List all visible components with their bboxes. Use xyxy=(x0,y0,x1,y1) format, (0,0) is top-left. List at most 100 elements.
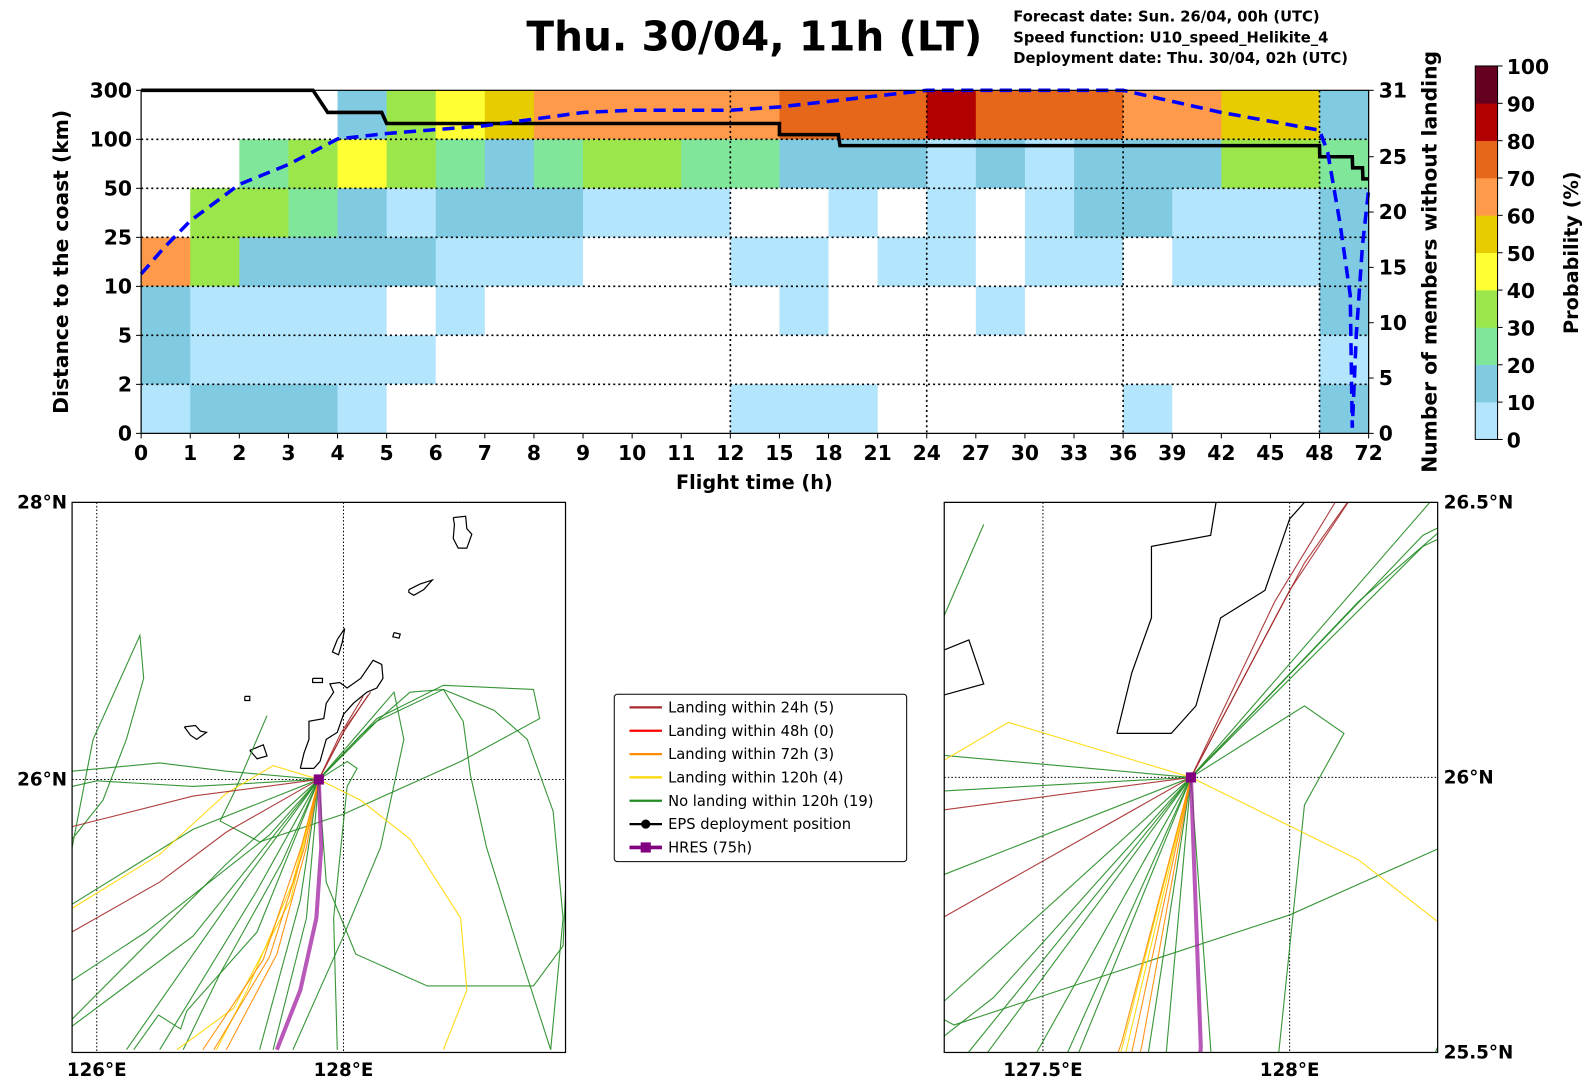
heatmap-cell xyxy=(583,335,633,385)
heatmap-cell xyxy=(1123,90,1173,140)
trajectory-land24 xyxy=(943,776,1192,918)
heatmap-cell xyxy=(1172,286,1222,336)
x-tick-label: 72 xyxy=(1355,441,1383,465)
heatmap-cell xyxy=(1123,237,1173,287)
heatmap-cell xyxy=(435,90,486,140)
trajectory-land120 xyxy=(1125,777,1192,1053)
lat-tick-label: 28°N xyxy=(17,492,67,513)
coastline xyxy=(392,632,401,639)
legend-marker-square xyxy=(640,842,651,853)
heatmap-cell xyxy=(435,139,486,189)
heatmap-cell xyxy=(1024,237,1075,287)
heatmap-cell xyxy=(1221,384,1271,434)
heatmap-cell xyxy=(435,384,486,434)
heatmap-cell xyxy=(1221,286,1271,336)
lon-tick-label: 128°E xyxy=(314,1060,374,1081)
heatmap-cell xyxy=(1172,237,1222,287)
lat-tick-label: 25.5°N xyxy=(1444,1043,1514,1064)
heatmap-cell xyxy=(1074,335,1124,385)
heatmap-cell xyxy=(1319,90,1370,140)
heatmap-cell xyxy=(877,188,928,238)
probability-heatmap xyxy=(141,90,1370,434)
colorbar-segment xyxy=(1475,103,1498,141)
mean-dashed-line xyxy=(139,88,1371,428)
heatmap-cell xyxy=(926,90,977,140)
heatmap-cell xyxy=(533,188,584,238)
heatmap-cell xyxy=(288,188,339,238)
colorbar-segment xyxy=(1475,252,1498,291)
trajectory-noland xyxy=(318,779,567,987)
heatmap-cell xyxy=(1074,237,1124,287)
legend-label: Landing within 48h (0) xyxy=(668,723,834,740)
heatmap-lines xyxy=(139,88,1371,428)
y2-tick-label: 5 xyxy=(1379,366,1393,390)
heatmap-cell xyxy=(632,188,682,238)
heatmap-cell xyxy=(141,90,191,140)
trajectory-noland xyxy=(944,776,1191,792)
trajectory-land24 xyxy=(1190,502,1348,778)
heatmap-cell xyxy=(1270,237,1321,287)
heatmap-cell xyxy=(288,90,339,140)
heatmap-cell xyxy=(1074,90,1124,140)
colorbar-tick-label: 80 xyxy=(1507,130,1535,154)
heatmap-cell xyxy=(1270,139,1321,189)
heatmap-cell xyxy=(1074,139,1124,189)
heatmap-cell xyxy=(239,335,289,385)
trajectory-land24 xyxy=(318,696,364,780)
x-axis-label: Flight time (h) xyxy=(676,471,833,494)
coastline xyxy=(331,628,346,656)
trajectory-noland xyxy=(943,777,1192,1002)
trajectory-noland xyxy=(1036,777,1192,1053)
heatmap-cell xyxy=(190,237,240,287)
heatmap-cell xyxy=(484,237,535,287)
colorbar-tick-label: 40 xyxy=(1507,279,1535,303)
heatmap-cell xyxy=(1074,384,1124,434)
heatmap-cell xyxy=(435,237,486,287)
coastline xyxy=(244,695,251,702)
trajectory-noland xyxy=(318,688,564,1050)
trajectory-noland xyxy=(71,778,319,788)
colorbar-segment xyxy=(1475,178,1498,216)
trajectory-land24 xyxy=(71,778,320,933)
heatmap-cell xyxy=(1123,139,1173,189)
heatmap-cell xyxy=(484,384,535,434)
heatmap-cell xyxy=(190,139,240,189)
colorbar-segment xyxy=(1475,290,1498,328)
x-tick-label: 15 xyxy=(765,441,793,465)
heatmap-cell xyxy=(1123,335,1173,385)
heatmap-cell xyxy=(828,384,879,434)
heatmap-cell xyxy=(1270,335,1321,385)
trajectory-noland xyxy=(71,779,320,981)
heatmap-cell xyxy=(828,335,879,385)
heatmap-cell xyxy=(730,139,780,189)
x-tick-label: 48 xyxy=(1305,441,1333,465)
trajectory-noland xyxy=(71,779,320,1027)
colorbar-tick-label: 60 xyxy=(1507,204,1535,228)
heatmap-cell xyxy=(975,139,1026,189)
legend: Landing within 24h (5) Landing within 48h… xyxy=(613,693,908,863)
y2-axis-label: Number of members without landing xyxy=(1418,51,1442,473)
members-without-landing-line xyxy=(141,88,1369,181)
heatmap-cell xyxy=(975,335,1026,385)
heatmap-cell xyxy=(1024,188,1075,238)
coastline xyxy=(1116,502,1217,734)
heatmap-cell xyxy=(239,90,289,140)
heatmap-cell xyxy=(632,90,682,140)
hres-deployment-marker xyxy=(1185,772,1197,783)
heatmap-cell xyxy=(779,188,830,238)
heatmap-cell xyxy=(337,384,388,434)
map-zoom: 127.5°E 128°E 26.5°N 26°N 25.5°N xyxy=(943,492,1514,1081)
heatmap-cell xyxy=(1319,384,1370,434)
coastline xyxy=(249,744,268,760)
heatmap-cell xyxy=(779,237,830,287)
heatmap-cell xyxy=(632,335,682,385)
heatmap-cell xyxy=(828,237,879,287)
heatmap-cell xyxy=(681,139,731,189)
colorbar-tick-label: 0 xyxy=(1507,429,1521,453)
trajectory-land120 xyxy=(71,765,319,909)
heatmap-cell xyxy=(435,286,486,336)
trajectory-land24 xyxy=(1190,502,1336,778)
heatmap-cell xyxy=(730,335,780,385)
trajectory-noland xyxy=(1190,502,1431,778)
heatmap-cell xyxy=(239,188,289,238)
